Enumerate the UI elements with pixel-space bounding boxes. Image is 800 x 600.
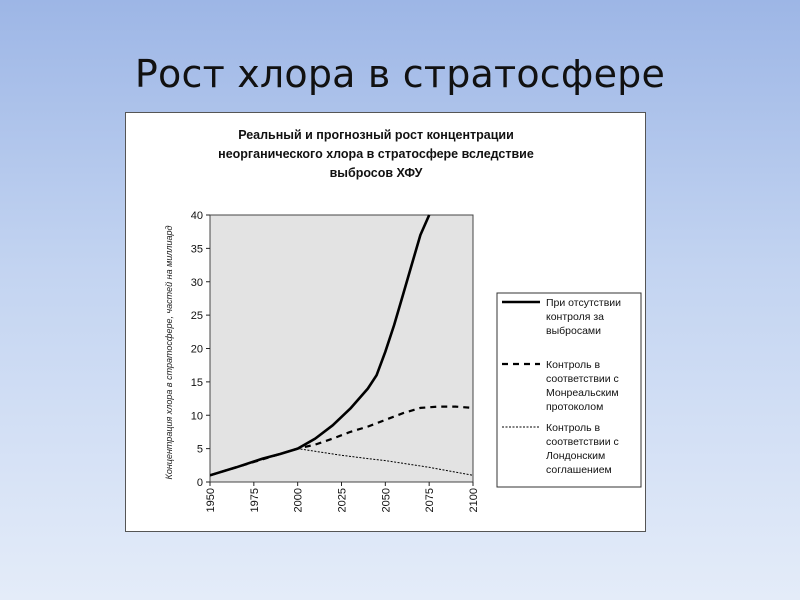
chart-svg: Реальный и прогнозный рост концентрации н… <box>164 128 642 512</box>
y-tick-label: 40 <box>191 210 203 222</box>
y-tick-label: 0 <box>197 477 203 489</box>
chart-title-line: неорганического хлора в стратосфере всле… <box>218 147 534 161</box>
y-tick-label: 10 <box>191 410 203 422</box>
y-axis-label: Концентрация хлора в стратосфере, частей… <box>164 226 174 480</box>
x-tick-label: 2100 <box>468 488 480 512</box>
legend-box <box>496 292 642 488</box>
legend-label: соответствии с <box>546 436 619 448</box>
y-tick-label: 5 <box>197 444 203 456</box>
chart-panel: Реальный и прогнозный рост концентрации н… <box>125 112 646 532</box>
series-line-3 <box>210 448 473 476</box>
chart-title-line: Реальный и прогнозный рост концентрации <box>238 128 514 142</box>
x-tick-label: 2050 <box>380 488 392 512</box>
chart-title-line: выбросов ХФУ <box>330 166 423 180</box>
x-tick-label: 2075 <box>424 488 436 512</box>
x-tick-label: 1950 <box>205 488 217 512</box>
x-tick-label: 1975 <box>249 488 261 512</box>
legend-label: Лондонским <box>546 450 605 462</box>
x-tick-label: 2025 <box>337 488 349 512</box>
legend-label: выбросами <box>546 325 601 337</box>
plot-area <box>209 214 474 483</box>
legend-label: соглашением <box>546 464 612 476</box>
y-tick-label: 35 <box>191 243 203 255</box>
legend-label: При отсутствии <box>546 297 621 309</box>
legend-label: Контроль в <box>546 359 601 371</box>
legend-label: Контроль в <box>546 422 601 434</box>
x-tick-label: 2000 <box>293 488 305 512</box>
y-tick-label: 20 <box>191 344 203 356</box>
y-tick-label: 30 <box>191 277 203 289</box>
legend-label: соответствии с <box>546 373 619 385</box>
legend-label: протоколом <box>546 401 603 413</box>
y-tick-label: 15 <box>191 377 203 389</box>
slide-title: Рост хлора в стратосфере <box>134 52 666 96</box>
y-tick-label: 25 <box>191 310 203 322</box>
legend-label: Монреальским <box>546 387 619 399</box>
legend-label: контроля за <box>546 311 604 323</box>
